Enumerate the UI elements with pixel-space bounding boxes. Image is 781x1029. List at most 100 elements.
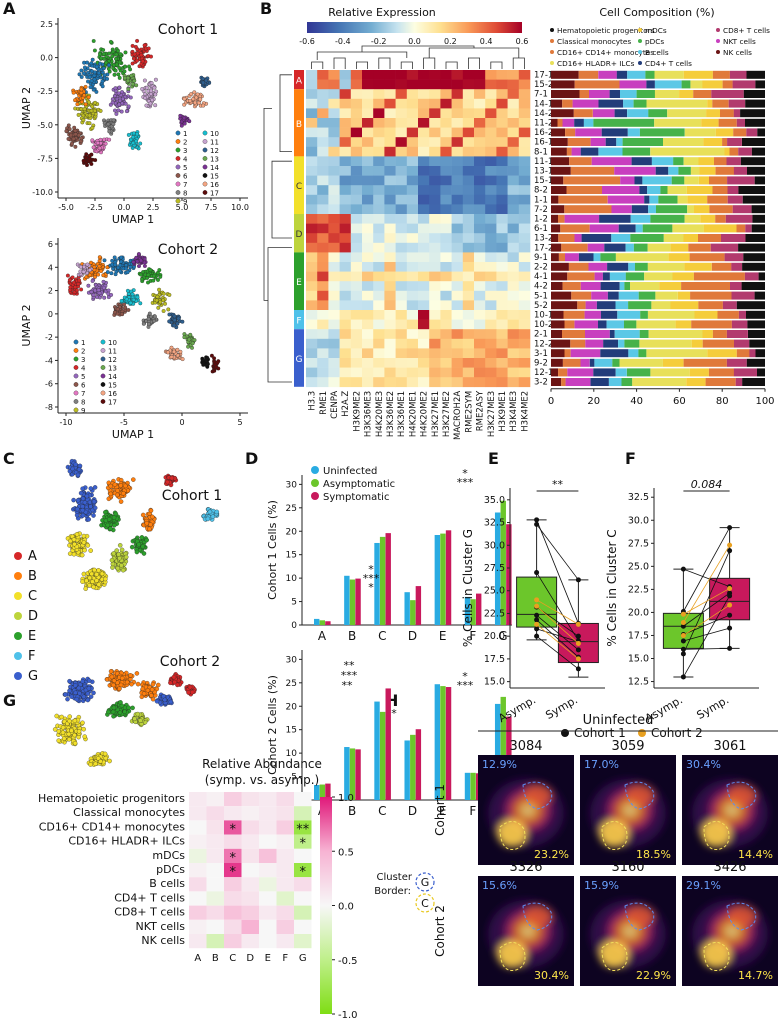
cluster-legend-label: C	[28, 589, 37, 604]
heatmap-cell	[306, 146, 318, 157]
heatmap-cell	[507, 300, 520, 311]
umap-point	[90, 125, 95, 130]
cluster-point	[93, 761, 98, 767]
bar-uninfected	[344, 575, 350, 625]
cluster-point	[83, 586, 88, 591]
heatmap-cell	[462, 175, 475, 186]
heatmap-cell	[339, 118, 352, 128]
heatmap-cell	[462, 300, 475, 311]
heatmap-cell	[507, 367, 520, 378]
composition-segment	[686, 186, 713, 194]
umap-point	[169, 354, 174, 359]
composition-legend-marker	[638, 39, 642, 43]
heatmap-cell	[306, 98, 318, 109]
heatmap-cell	[373, 223, 385, 234]
sample-id: 3061	[713, 739, 746, 754]
heatmap-cell	[440, 146, 452, 157]
composition-segment	[684, 214, 701, 223]
heatmap-cell	[362, 223, 374, 234]
heatmap-cell	[462, 223, 475, 234]
cluster-legend-label: F	[28, 649, 35, 664]
heatmap-cell	[406, 329, 419, 340]
heatmap-cell	[451, 233, 464, 244]
heatmap-cell	[317, 98, 329, 109]
legend-marker	[73, 365, 79, 370]
composition-segment	[650, 147, 725, 156]
umap-point	[141, 321, 146, 326]
umap-point	[93, 100, 98, 105]
composition-segment	[614, 109, 627, 118]
y-axis-label: Cohort 1 Cells (%)	[266, 500, 279, 600]
heatmap-cell	[518, 338, 531, 349]
bar-symptomatic	[355, 749, 361, 800]
heatmap-cell	[306, 108, 318, 119]
composition-segment	[649, 195, 659, 204]
heatmap-cell	[485, 175, 497, 186]
heatmap-cell	[429, 156, 441, 167]
composition-segment	[558, 234, 575, 242]
heatmap-cell	[440, 329, 452, 340]
composition-legend-label: pDCs	[645, 37, 664, 46]
umap-point	[156, 305, 161, 310]
heatmap-cell	[373, 281, 385, 292]
umap-point	[158, 274, 163, 279]
heatmap-cell	[440, 358, 452, 368]
colorbar	[307, 22, 522, 33]
row-label-cohort1: Cohort 1	[433, 784, 447, 836]
heatmap-cell	[362, 146, 374, 157]
composition-segment	[633, 243, 648, 252]
composition-legend-label: B cells	[645, 48, 669, 57]
bar-asymptomatic	[349, 748, 356, 800]
umap-point	[113, 108, 117, 113]
composition-segment	[551, 301, 578, 310]
y-tick-label: 30	[286, 655, 298, 665]
heatmap-cell	[451, 214, 464, 224]
umap-point	[102, 73, 107, 78]
heatmap-cell	[474, 166, 486, 176]
composition-segment	[614, 330, 640, 338]
heatmap-cell	[395, 175, 408, 186]
cluster-point	[86, 517, 91, 522]
composition-segment	[690, 291, 732, 300]
composition-segment	[630, 282, 660, 290]
heatmap-cell	[406, 127, 419, 138]
cluster-point	[110, 709, 116, 715]
legend-marker	[175, 130, 181, 136]
heatmap-cell	[395, 329, 408, 340]
heatmap-cell	[406, 233, 419, 244]
composition-segment	[608, 378, 622, 386]
bar-symptomatic	[415, 586, 422, 625]
group-label: F	[296, 317, 301, 327]
composition-segment	[598, 70, 617, 79]
umap-point	[90, 138, 95, 143]
cluster-point	[115, 680, 120, 685]
heatmap-cell	[451, 300, 464, 311]
heatmap-cell	[451, 319, 464, 330]
composition-segment	[551, 224, 561, 233]
heatmap-cell	[406, 137, 419, 148]
heatmap-cell	[440, 223, 452, 234]
heatmap-cell	[362, 329, 374, 340]
heatmap-cell	[395, 242, 408, 253]
composition-legend-label: CD8+ T cells	[723, 26, 770, 35]
density	[590, 900, 666, 968]
umap-point	[124, 297, 129, 302]
umap-point	[209, 353, 214, 358]
significance-marker: ***	[457, 476, 474, 489]
heatmap-cell	[507, 242, 520, 253]
x-tick-label: Symp.	[543, 693, 580, 722]
heatmap-cell	[339, 204, 352, 215]
row-label: 7-1	[534, 90, 548, 100]
heatmap-cell	[224, 891, 242, 906]
heatmap-cell	[429, 70, 441, 80]
y-tick-label: 22.5	[628, 584, 649, 595]
heatmap-cell	[350, 348, 363, 359]
composition-segment	[587, 243, 605, 252]
heatmap-cell	[350, 271, 363, 282]
heatmap-cell	[440, 338, 452, 349]
composition-segment	[727, 176, 755, 185]
heatmap-cell	[362, 281, 374, 292]
heatmap-cell	[241, 806, 259, 821]
bar-asymptomatic	[500, 696, 506, 800]
cluster-point	[85, 543, 91, 548]
